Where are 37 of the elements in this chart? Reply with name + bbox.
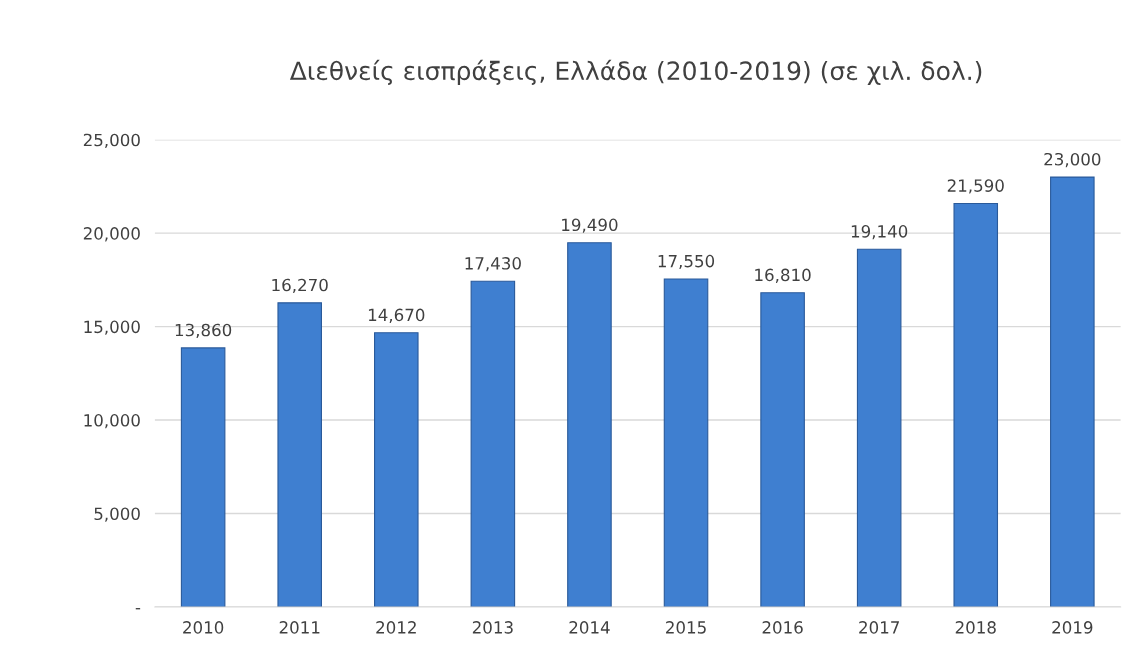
y-tick-label: 25,000	[83, 133, 140, 148]
data-label: 19,140	[851, 225, 908, 240]
data-label: 19,490	[562, 218, 618, 233]
y-tick-label: -	[135, 608, 141, 610]
x-tick-label: 2011	[279, 621, 320, 634]
bar	[663, 278, 709, 607]
bar	[470, 280, 516, 607]
y-tick-label: 15,000	[84, 320, 140, 335]
data-label: 17,550	[658, 254, 715, 270]
bar	[180, 347, 226, 607]
bar	[760, 292, 805, 607]
x-tick-label: 2015	[666, 621, 706, 634]
y-tick-label: 10,000	[84, 414, 140, 429]
chart-title: Διεθνείς εισπράξεις, Ελλάδα (2010-2019) (σε χιλ. δολ.)	[289, 59, 982, 86]
data-label: 17,430	[465, 257, 521, 272]
x-tick-label: 2017	[859, 621, 899, 634]
bar	[1050, 176, 1095, 607]
bar	[277, 302, 322, 607]
x-tick-label: 2018	[955, 621, 996, 634]
x-tick-label: 2016	[762, 621, 803, 634]
bar	[953, 202, 999, 607]
bar	[567, 242, 612, 607]
x-tick-label: 2013	[472, 621, 513, 634]
data-label: 21,590	[947, 179, 1004, 194]
x-tick-label: 2012	[376, 621, 416, 634]
data-label: 13,860	[175, 323, 232, 339]
y-tick-label: 5,000	[94, 507, 140, 522]
bar	[374, 332, 419, 607]
x-tick-label: 2014	[569, 621, 610, 634]
data-label: 16,810	[755, 268, 811, 283]
data-label: 14,670	[368, 308, 425, 323]
data-label: 23,000	[1044, 152, 1101, 168]
data-label: 16,270	[272, 278, 328, 293]
bar	[856, 248, 902, 607]
x-tick-label: 2019	[1052, 621, 1093, 634]
x-tick-label: 2010	[183, 621, 224, 634]
y-tick-label: 20,000	[83, 227, 140, 242]
